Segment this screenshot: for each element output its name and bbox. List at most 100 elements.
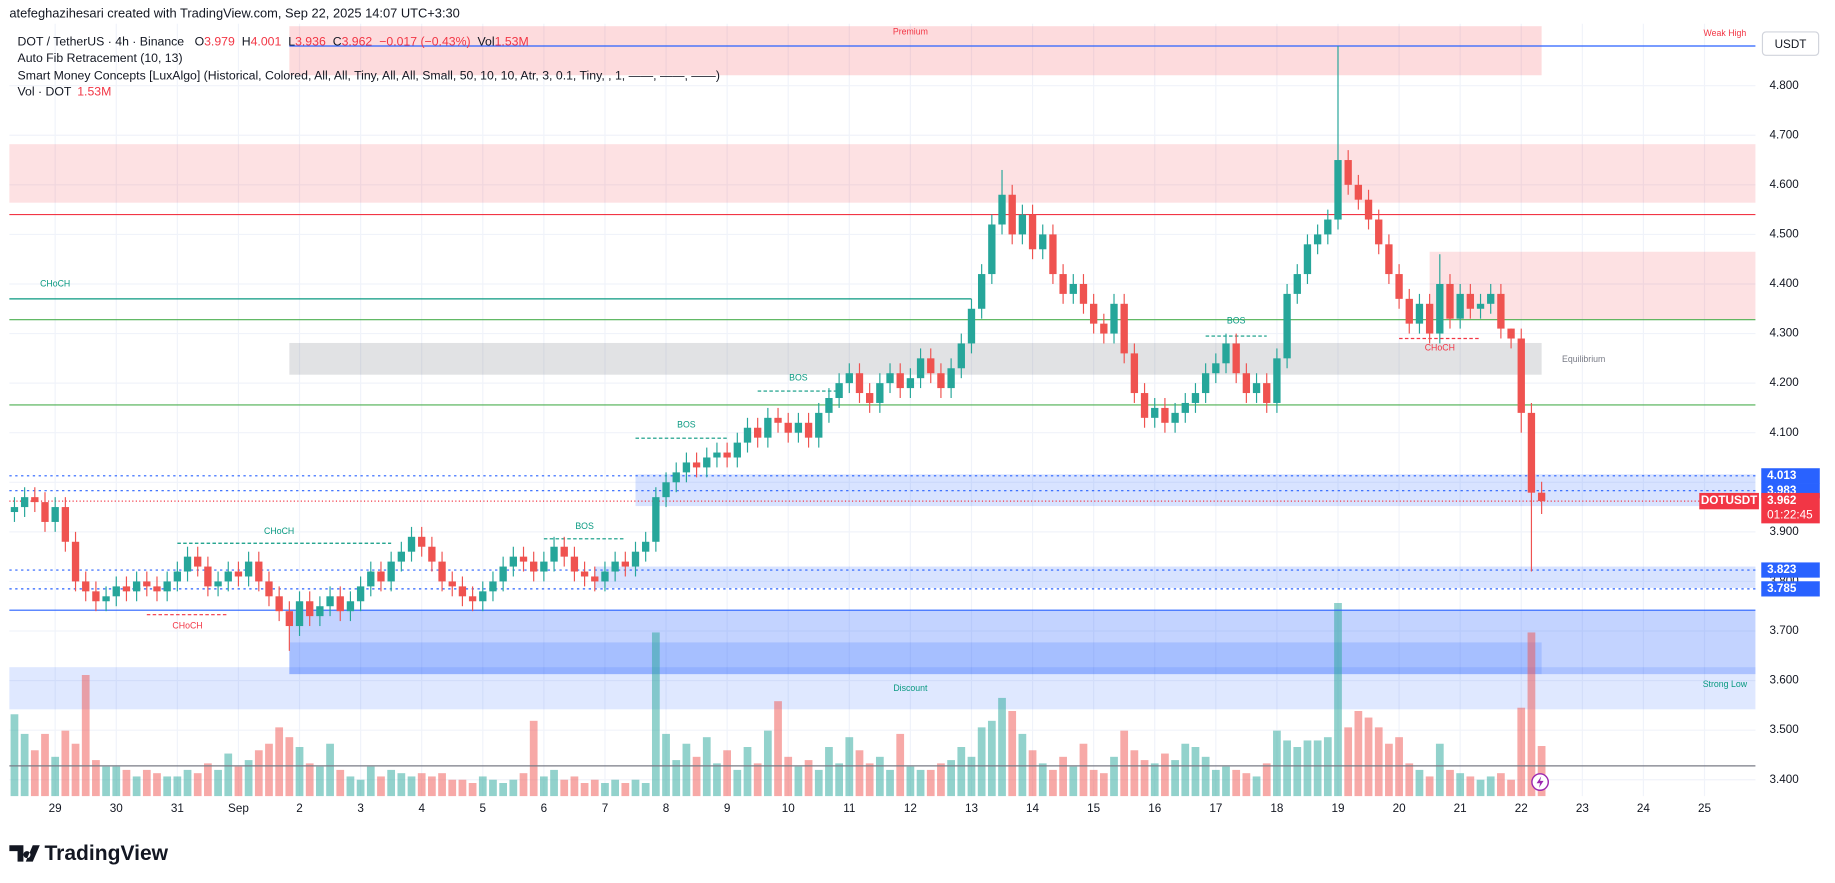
candle-body — [1344, 160, 1352, 185]
candle-body — [815, 412, 823, 438]
volume-bar — [1028, 750, 1037, 797]
candle-body — [122, 586, 131, 592]
axes: 3.4003.5003.6003.7003.8003.9004.0004.100… — [49, 79, 1820, 815]
candle-body — [967, 308, 976, 344]
candle-body — [1120, 303, 1128, 354]
candle-body — [642, 541, 650, 552]
candle-body — [1059, 274, 1067, 294]
candle-body — [1466, 293, 1475, 309]
volume-bar — [387, 769, 396, 797]
indicator: Vol · DOT — [18, 85, 72, 99]
volume-bar — [244, 760, 253, 797]
ohlc-value: 3.936 — [295, 35, 326, 49]
candle-body — [1517, 338, 1525, 413]
x-tick-label: 5 — [480, 802, 487, 815]
x-tick-label: 29 — [49, 802, 62, 815]
volume-bar — [774, 701, 782, 797]
zone — [289, 26, 1542, 76]
candle-body — [692, 462, 701, 468]
candle-body — [1069, 283, 1077, 294]
brand: TradingView — [44, 842, 168, 865]
volume-bar — [855, 750, 864, 797]
volume-bar — [570, 776, 579, 797]
volume-bar — [316, 766, 324, 797]
candle-body — [1415, 303, 1424, 324]
volume-bar — [417, 773, 426, 797]
candle-body — [489, 581, 497, 592]
currency[interactable]: USDT — [1775, 38, 1807, 51]
volume-bar — [499, 783, 508, 797]
annotations: CHoCH CHoCH CHoCH BOS BOS BOS BOS CHoCH Premium E… — [40, 26, 1748, 692]
candle-body — [1140, 393, 1149, 418]
candle-body — [519, 556, 528, 562]
candle-body — [1364, 199, 1373, 220]
candle-body — [1100, 323, 1108, 334]
candle-body — [132, 581, 141, 592]
volume-bar — [825, 747, 833, 797]
candle-body — [224, 571, 232, 582]
volume-bar — [875, 756, 884, 797]
candle-body — [1303, 244, 1312, 275]
candle-body — [703, 457, 711, 468]
annotation: BOS — [1227, 315, 1246, 325]
x-tick-label: 16 — [1148, 802, 1161, 815]
volume-bar — [254, 750, 263, 797]
volume-bar — [1395, 737, 1403, 797]
candle-body — [1293, 274, 1301, 294]
volume-bar — [1527, 632, 1536, 797]
candle-body — [1232, 343, 1240, 374]
candle-body — [1354, 184, 1363, 200]
candle-body — [377, 571, 385, 582]
candle-body — [1151, 407, 1159, 418]
volume-bar — [651, 632, 660, 797]
candle-body — [92, 591, 100, 602]
y-tick-label: 4.700 — [1769, 128, 1799, 141]
volume-bar — [713, 763, 721, 797]
annotation: Strong Low — [1703, 679, 1748, 689]
y-tick-label: 3.900 — [1769, 525, 1799, 538]
y-tick-label: 4.200 — [1769, 376, 1799, 389]
volume-value: 1.53M — [77, 85, 111, 99]
x-tick-label: 10 — [782, 802, 796, 815]
x-tick-label: 18 — [1270, 802, 1283, 815]
volume-bar — [173, 776, 182, 797]
volume-bar — [1150, 763, 1159, 797]
ohlc-value: 4.001 — [251, 35, 282, 49]
volume-bar — [916, 769, 925, 797]
volume-bar — [407, 776, 416, 797]
candle-body — [1222, 343, 1230, 364]
volume-bar — [621, 783, 630, 797]
volume-bar — [377, 776, 385, 797]
volume-bar — [163, 776, 172, 797]
volume-bar — [295, 747, 304, 797]
volume-bar — [142, 769, 151, 797]
volume-bar — [998, 697, 1006, 797]
volume-bar — [1425, 776, 1434, 797]
candle-body — [71, 541, 80, 582]
volume-bar — [1181, 743, 1190, 797]
candle-body — [916, 358, 925, 379]
candle-body — [41, 502, 49, 522]
volume-bar — [10, 714, 19, 797]
volume-bar — [804, 760, 813, 797]
zone — [9, 667, 1756, 710]
volume-bar — [906, 766, 915, 797]
candle-body — [143, 581, 151, 587]
volume-bar — [1303, 740, 1312, 797]
volume-bar — [397, 773, 406, 797]
levels — [9, 45, 1756, 767]
currency-box[interactable] — [1761, 31, 1820, 56]
volume-bar — [519, 773, 528, 797]
candle-body — [102, 596, 110, 602]
candle-body — [1395, 274, 1403, 299]
candle-body — [163, 581, 171, 592]
volume-bar — [1099, 773, 1108, 797]
volume-bar — [560, 779, 569, 797]
volume-bar — [1476, 779, 1485, 797]
volume-bar — [265, 743, 273, 797]
candle-body — [346, 601, 355, 612]
volume-bar — [1507, 779, 1515, 797]
volume-bar — [285, 737, 294, 797]
candle-body — [591, 576, 599, 582]
